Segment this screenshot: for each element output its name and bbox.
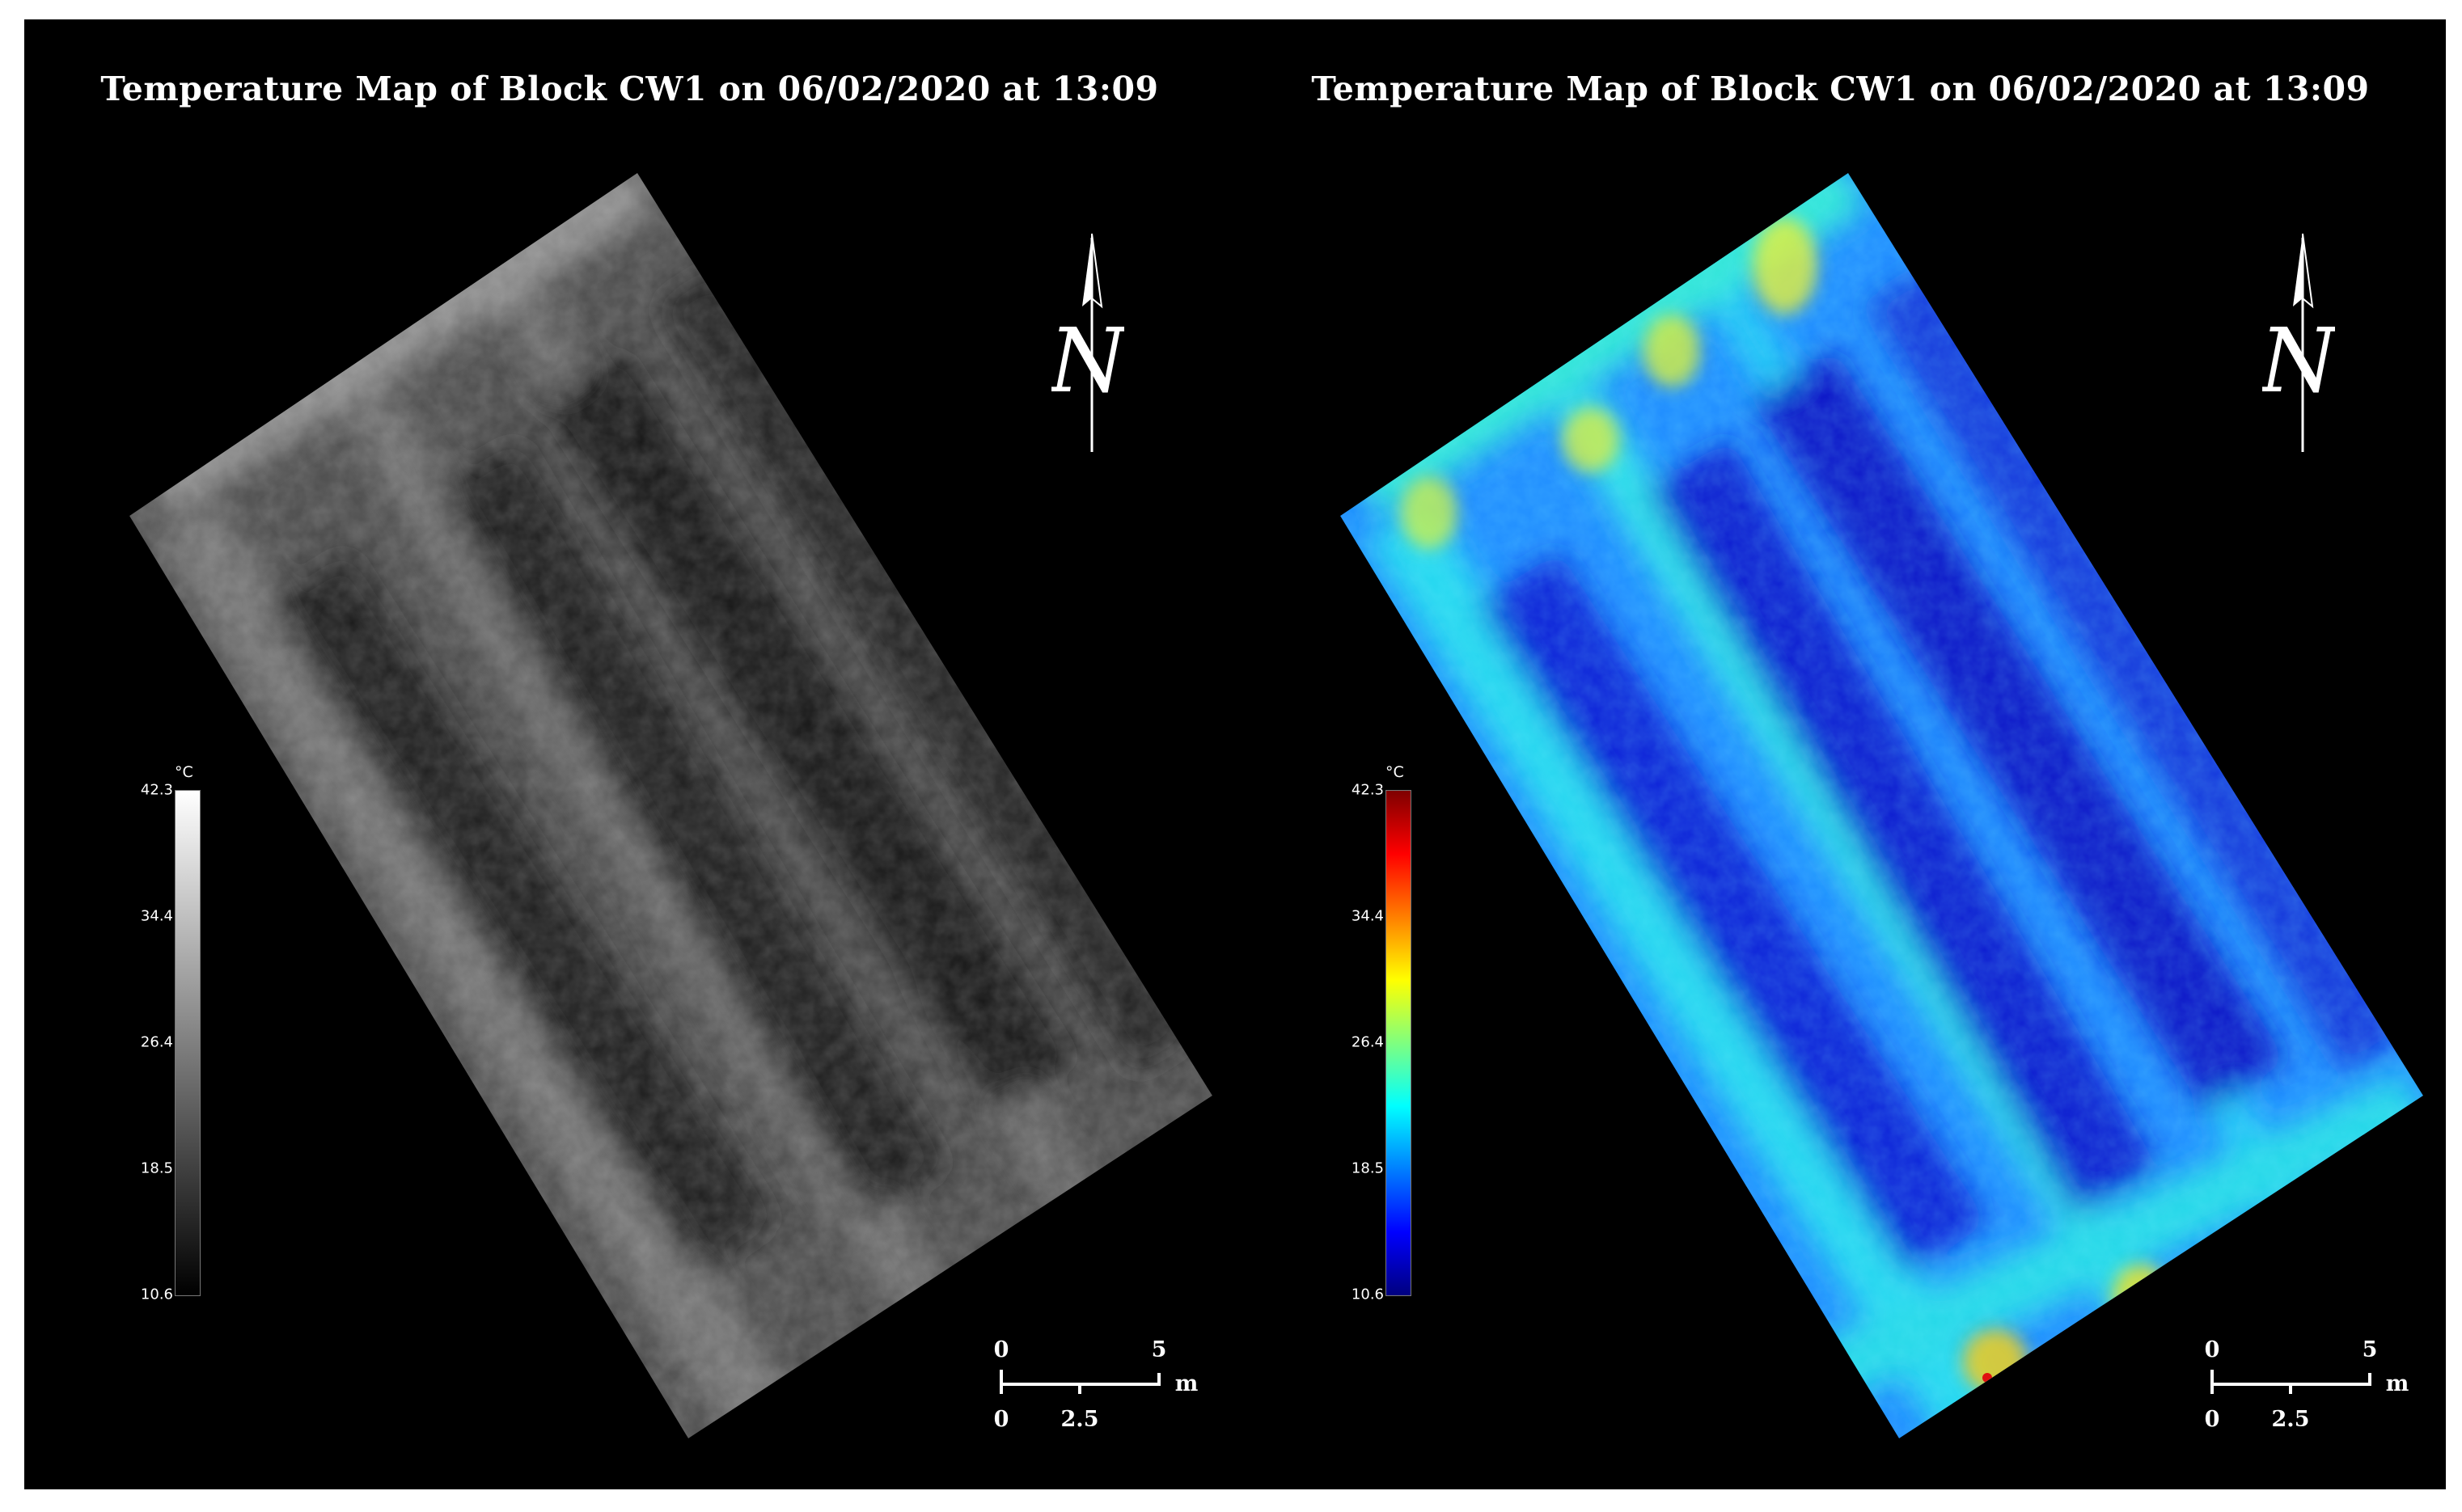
colorbar-tick: 18.5 <box>140 1159 173 1177</box>
map-title: Temperature Map of Block CW1 on 06/02/20… <box>1311 70 2370 108</box>
figure-frame: Temperature Map of Block CW1 on 06/02/20… <box>24 19 2446 1489</box>
colorbar: °C 42.3 34.4 26.4 18.5 10.6 <box>89 763 201 1362</box>
colorbar-gradient <box>175 790 201 1296</box>
panel-grayscale: Temperature Map of Block CW1 on 06/02/20… <box>24 19 1235 1489</box>
scale-label: 0 <box>993 1337 1009 1362</box>
colorbar-gradient <box>1385 790 1411 1296</box>
scale-bar: 0 5 m 0 2.5 <box>2173 1337 2416 1459</box>
colorbar-unit: °C <box>175 763 193 781</box>
panel-jet: Temperature Map of Block CW1 on 06/02/20… <box>1235 19 2446 1489</box>
north-label: N <box>1051 309 1124 412</box>
scale-bar-line <box>2210 1370 2371 1394</box>
scale-label: 0 <box>2204 1407 2220 1432</box>
thermal-map-color <box>1340 173 2423 1438</box>
colorbar-tick: 34.4 <box>1351 907 1384 925</box>
scale-label: 0 <box>2204 1337 2220 1362</box>
scale-label: 0 <box>993 1407 1009 1432</box>
north-label: N <box>2262 309 2335 412</box>
scale-bar: 0 5 m 0 2.5 <box>962 1337 1205 1459</box>
colorbar-tick: 10.6 <box>140 1286 173 1303</box>
colorbar-tick: 26.4 <box>140 1033 173 1051</box>
colorbar-tick: 26.4 <box>1351 1033 1384 1051</box>
colorbar-tick: 42.3 <box>1351 781 1384 799</box>
north-arrow-icon: N <box>2262 233 2335 452</box>
scale-unit: m <box>1174 1371 1199 1396</box>
scale-label: 5 <box>2362 1337 2378 1362</box>
north-arrow-icon: N <box>1051 233 1124 452</box>
scale-label: 2.5 <box>1060 1407 1099 1432</box>
scale-label: 2.5 <box>2271 1407 2310 1432</box>
colorbar-tick: 42.3 <box>140 781 173 799</box>
colorbar: °C 42.3 34.4 26.4 18.5 10.6 <box>1300 763 1411 1362</box>
colorbar-unit: °C <box>1385 763 1404 781</box>
scale-label: 5 <box>1151 1337 1167 1362</box>
colorbar-tick: 10.6 <box>1351 1286 1384 1303</box>
scale-bar-line <box>1000 1370 1161 1394</box>
scale-unit: m <box>2385 1371 2409 1396</box>
colorbar-tick: 18.5 <box>1351 1159 1384 1177</box>
colorbar-tick: 34.4 <box>140 907 173 925</box>
map-title: Temperature Map of Block CW1 on 06/02/20… <box>100 70 1159 108</box>
thermal-map-grayscale <box>129 173 1212 1438</box>
